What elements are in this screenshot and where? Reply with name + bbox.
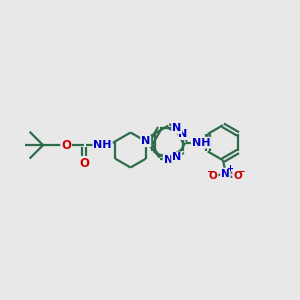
Text: O: O: [209, 171, 218, 181]
Text: NH: NH: [93, 140, 112, 150]
Text: NH: NH: [192, 138, 210, 148]
Text: O: O: [61, 139, 71, 152]
Text: −: −: [237, 167, 244, 176]
Text: N: N: [221, 169, 230, 178]
Text: +: +: [226, 164, 233, 173]
Text: O: O: [80, 157, 89, 170]
Text: N: N: [164, 155, 173, 165]
Text: N: N: [172, 152, 182, 162]
Text: N: N: [172, 123, 182, 133]
Text: O: O: [233, 171, 242, 181]
Text: −: −: [206, 167, 214, 176]
Text: N: N: [178, 129, 188, 139]
Text: N: N: [141, 136, 150, 146]
